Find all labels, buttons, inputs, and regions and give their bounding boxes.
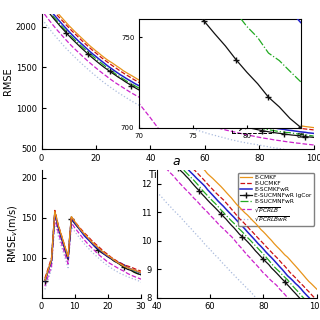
Text: $a$: $a$ <box>172 155 180 168</box>
Y-axis label: RMSE: RMSE <box>3 68 13 95</box>
Legend: E-CMKF, E-UCMKF, E-SCMKFwR, E-SUCMNFwR IgCor, E-SUCMNFwR, $\sqrt{PCRLB}$, $\sqrt: E-CMKF, E-UCMKF, E-SCMKFwR, E-SUCMNFwR I… <box>238 172 314 226</box>
Bar <box>232 121 273 132</box>
Y-axis label: RMSE$_v$(m/s): RMSE$_v$(m/s) <box>6 204 20 263</box>
X-axis label: Time step $k$: Time step $k$ <box>148 168 207 182</box>
